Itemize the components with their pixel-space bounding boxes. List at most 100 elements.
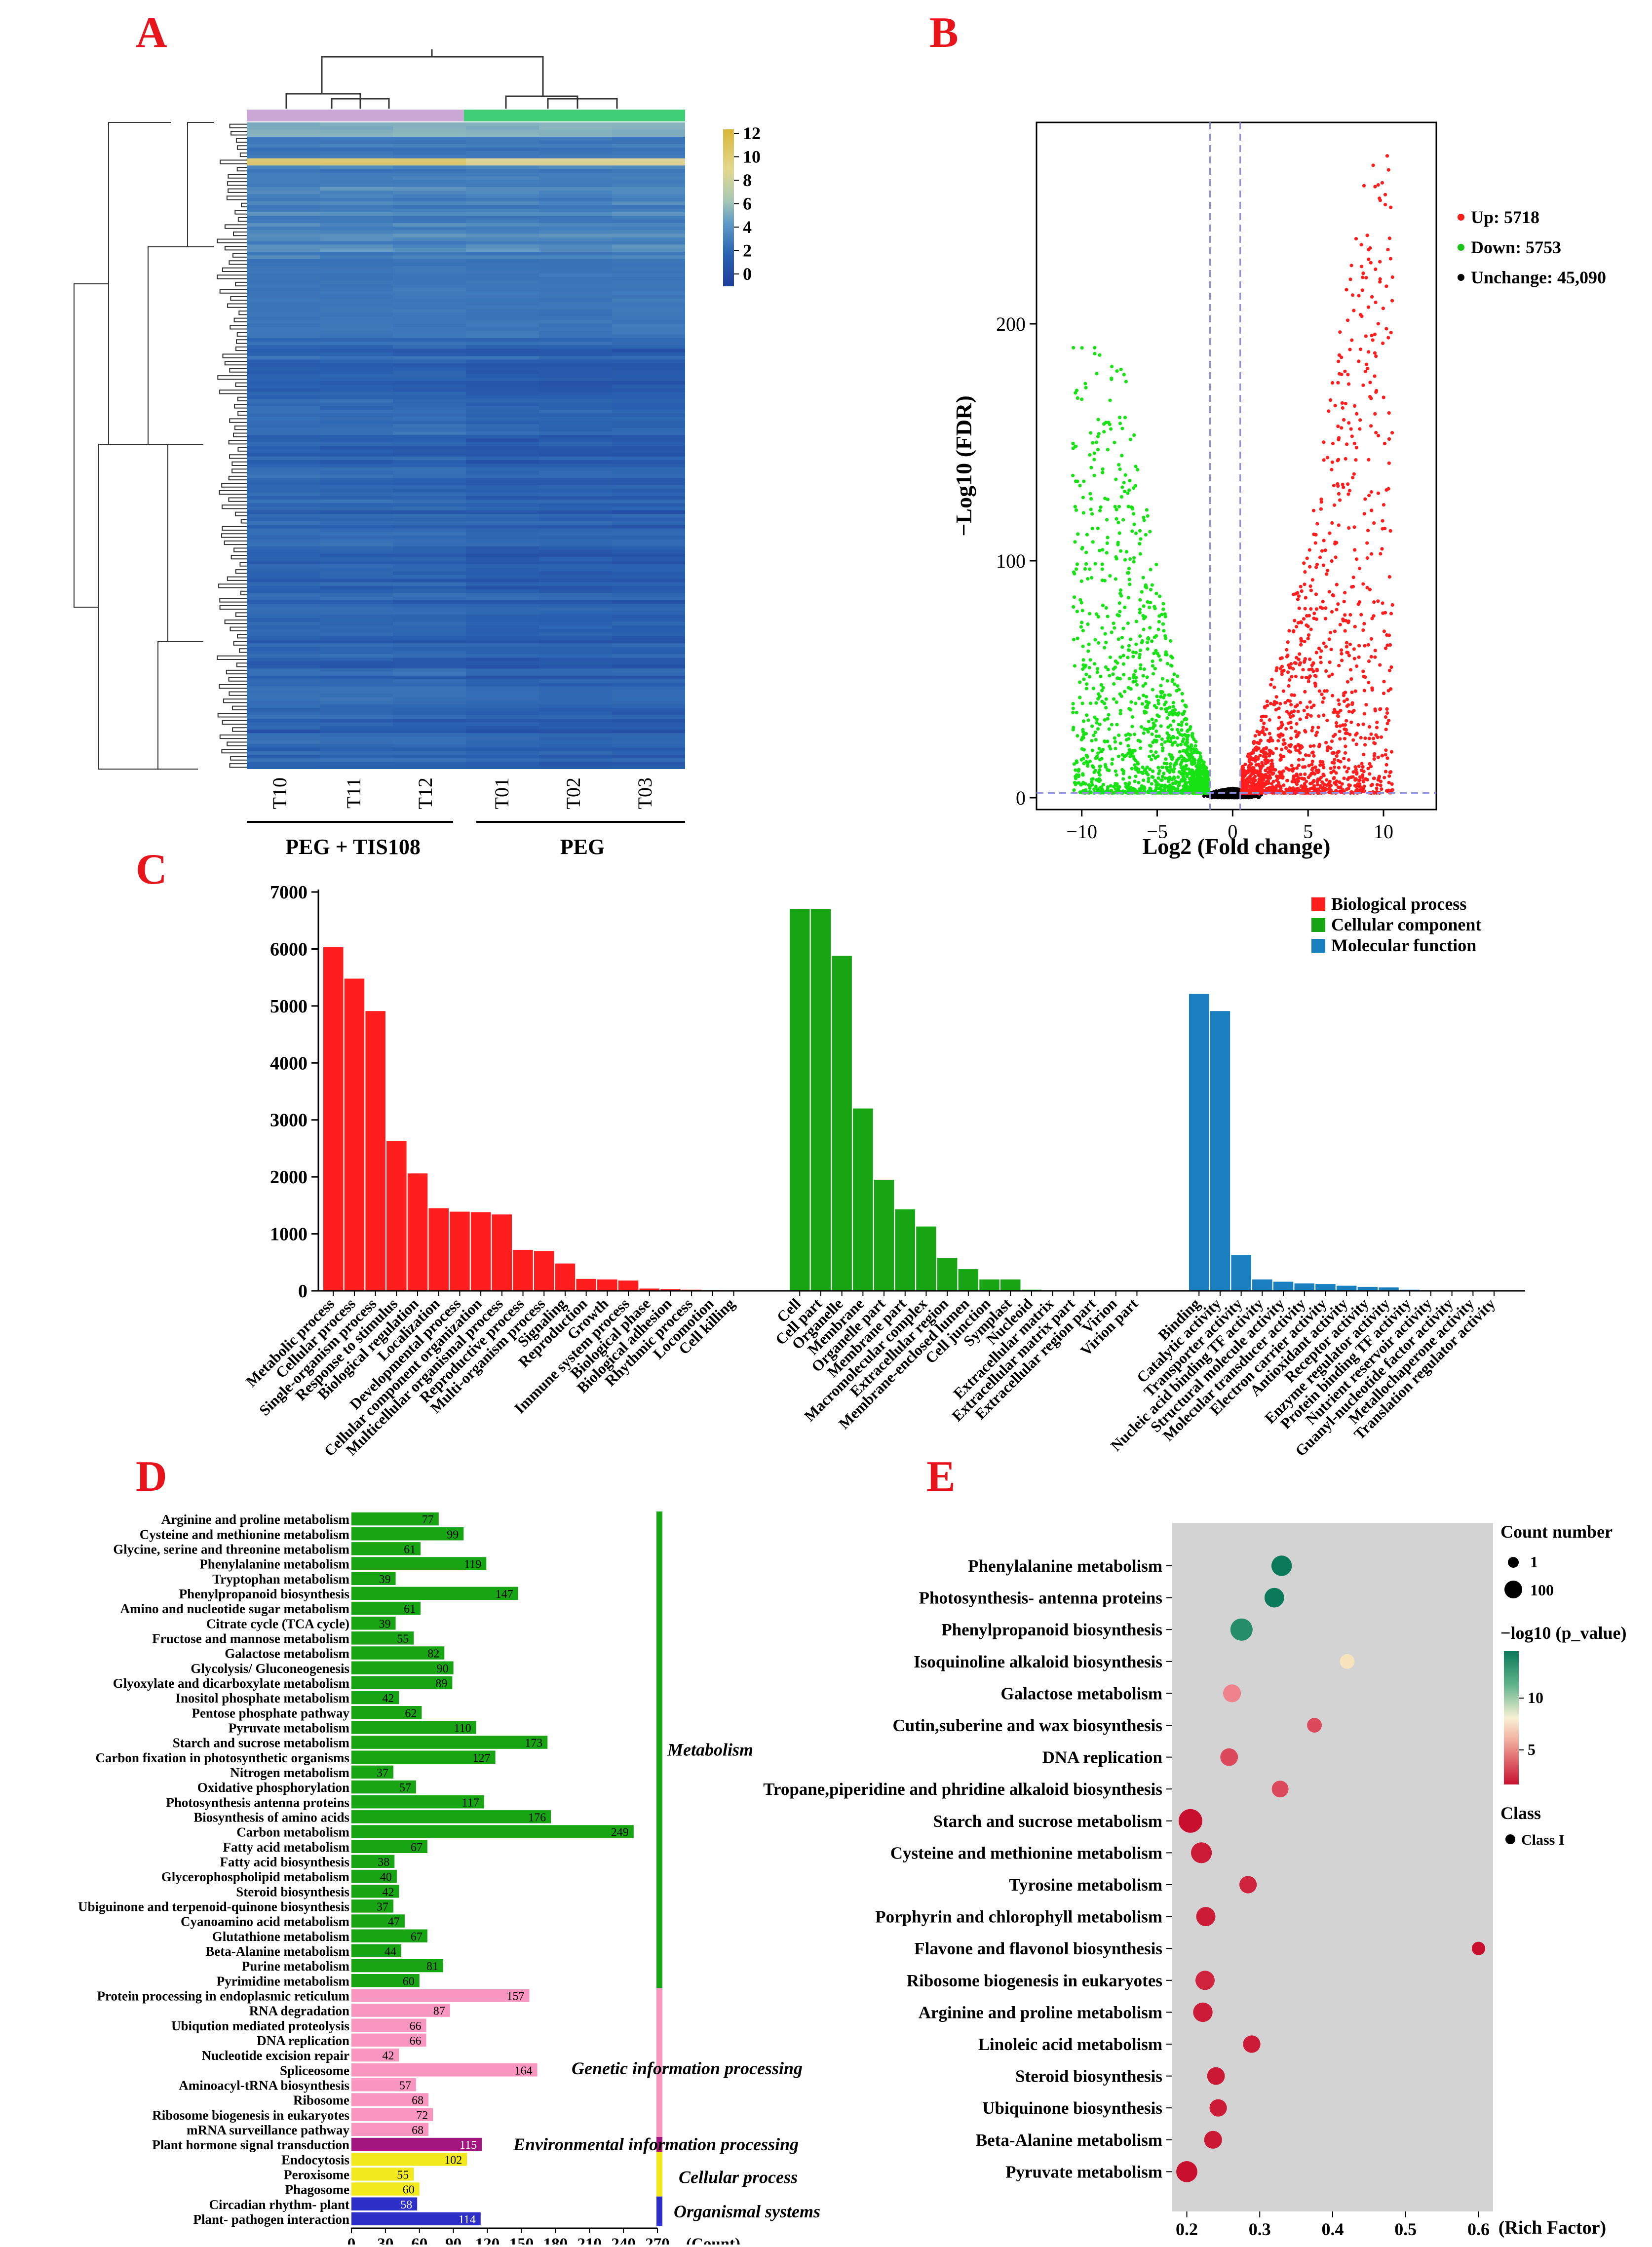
heatmap-cell: [612, 474, 685, 479]
heatmap-cell: [393, 402, 466, 407]
kegg-class-bar: [656, 2196, 662, 2226]
threshold-lines: [1037, 122, 1436, 810]
heatmap-cell: [612, 492, 685, 497]
heatmap-cell: [466, 546, 539, 550]
heatmap-cell: [320, 320, 393, 324]
heatmap-cell: [466, 316, 539, 320]
heatmap-cell: [247, 464, 320, 468]
heatmap-cell: [320, 449, 393, 454]
heatmap-cell: [466, 252, 539, 256]
heatmap-cell: [539, 244, 613, 249]
heatmap-cell: [612, 183, 685, 188]
heatmap-cell: [466, 255, 539, 260]
heatmap-cell: [539, 672, 613, 676]
heatmap-cell: [393, 733, 466, 737]
heatmap-cell: [539, 571, 613, 576]
heatmap-cell: [466, 449, 539, 454]
heatmap-cell: [247, 183, 320, 188]
heatmap-cell: [539, 370, 613, 375]
heatmap-cell: [247, 625, 320, 629]
heatmap-cell: [247, 255, 320, 260]
heatmap-cell: [393, 664, 466, 669]
heatmap-cell: [539, 632, 613, 637]
heatmap-cell: [320, 740, 393, 744]
heatmap-cell: [539, 252, 613, 256]
kegg-bar: [351, 1587, 518, 1600]
enrichment-bubble: [1239, 1876, 1257, 1894]
heatmap-cell: [393, 180, 466, 184]
heatmap-cell: [393, 133, 466, 137]
heatmap-cell: [393, 550, 466, 554]
heatmap-cell: [612, 647, 685, 651]
heatmap-cell: [466, 370, 539, 375]
heatmap-cell: [612, 535, 685, 540]
heatmap-cell: [612, 532, 685, 536]
heatmap-cell: [320, 155, 393, 159]
heatmap-cell: [393, 632, 466, 637]
heatmap-cell: [247, 618, 320, 622]
heatmap-cell: [320, 758, 393, 763]
heatmap-cell: [320, 381, 393, 385]
heatmap-cell: [393, 276, 466, 281]
heatmap-cell: [466, 744, 539, 748]
legend-down: Down: 5753: [1471, 237, 1561, 257]
heatmap-cell: [247, 395, 320, 399]
heatmap-cell: [612, 435, 685, 439]
heatmap-cell: [466, 658, 539, 662]
heatmap-cell: [466, 219, 539, 224]
heatmap-cell: [320, 474, 393, 479]
heatmap-cell: [539, 312, 613, 317]
heatmap-cell: [393, 697, 466, 701]
heatmap-cell: [612, 402, 685, 407]
heatmap-cell: [320, 514, 393, 518]
heatmap-cell: [466, 176, 539, 181]
heatmap-cell: [466, 604, 539, 608]
heatmap-cell: [320, 402, 393, 407]
heatmap-cell: [247, 270, 320, 274]
kegg-xtick-label: 210: [577, 2235, 602, 2245]
heatmap-cell: [612, 539, 685, 543]
heatmap-cell: [393, 474, 466, 479]
kegg-bar: [351, 1944, 401, 1958]
heatmap-cell: [393, 316, 466, 320]
heatmap-cell: [539, 553, 613, 558]
heatmap-cell: [612, 625, 685, 629]
heatmap-cell: [466, 327, 539, 331]
heatmap-cell: [247, 474, 320, 479]
heatmap-cell: [320, 492, 393, 497]
heatmap-cell: [393, 575, 466, 579]
kegg-classes: Metabolism Genetic information processing…: [513, 1511, 820, 2226]
heatmap-cell: [466, 295, 539, 299]
heatmap-cell: [466, 122, 539, 126]
heatmap-cell: [320, 306, 393, 310]
heatmap-cell: [320, 593, 393, 597]
heatmap-cell: [466, 683, 539, 687]
heatmap-cell: [320, 625, 393, 629]
kegg-bars: 77 Arginine and proline metabolism 99 Cyste…: [78, 1512, 634, 2227]
heatmap-cell: [247, 492, 320, 497]
enrichment-category-label: Phenylalanine metabolism: [968, 1556, 1162, 1576]
heatmap-cell: [320, 287, 393, 292]
heatmap-cell: [612, 194, 685, 198]
heatmap-cell: [393, 679, 466, 683]
heatmap-cell: [466, 165, 539, 170]
heatmap-cell: [612, 129, 685, 134]
heatmap-cell: [612, 151, 685, 155]
heatmap-cell: [466, 585, 539, 590]
heatmap-cell: [612, 216, 685, 220]
heatmap-cell: [393, 302, 466, 306]
kegg-class-label: Cellular process: [679, 2168, 798, 2187]
heatmap-cell: [539, 233, 613, 238]
heatmap-cell: [612, 352, 685, 356]
heatmap-cell: [320, 658, 393, 662]
heatmap-cell: [393, 747, 466, 752]
heatmap-cell: [320, 571, 393, 576]
heatmap-cell: [466, 679, 539, 683]
heatmap-cell: [247, 654, 320, 658]
heatmap-cell: [466, 675, 539, 680]
heatmap-cell: [247, 334, 320, 339]
heatmap-cell: [393, 658, 466, 662]
legend-p-10: 10: [1528, 1689, 1543, 1706]
kegg-value-label: 68: [412, 2124, 423, 2137]
heatmap-cell: [612, 395, 685, 399]
